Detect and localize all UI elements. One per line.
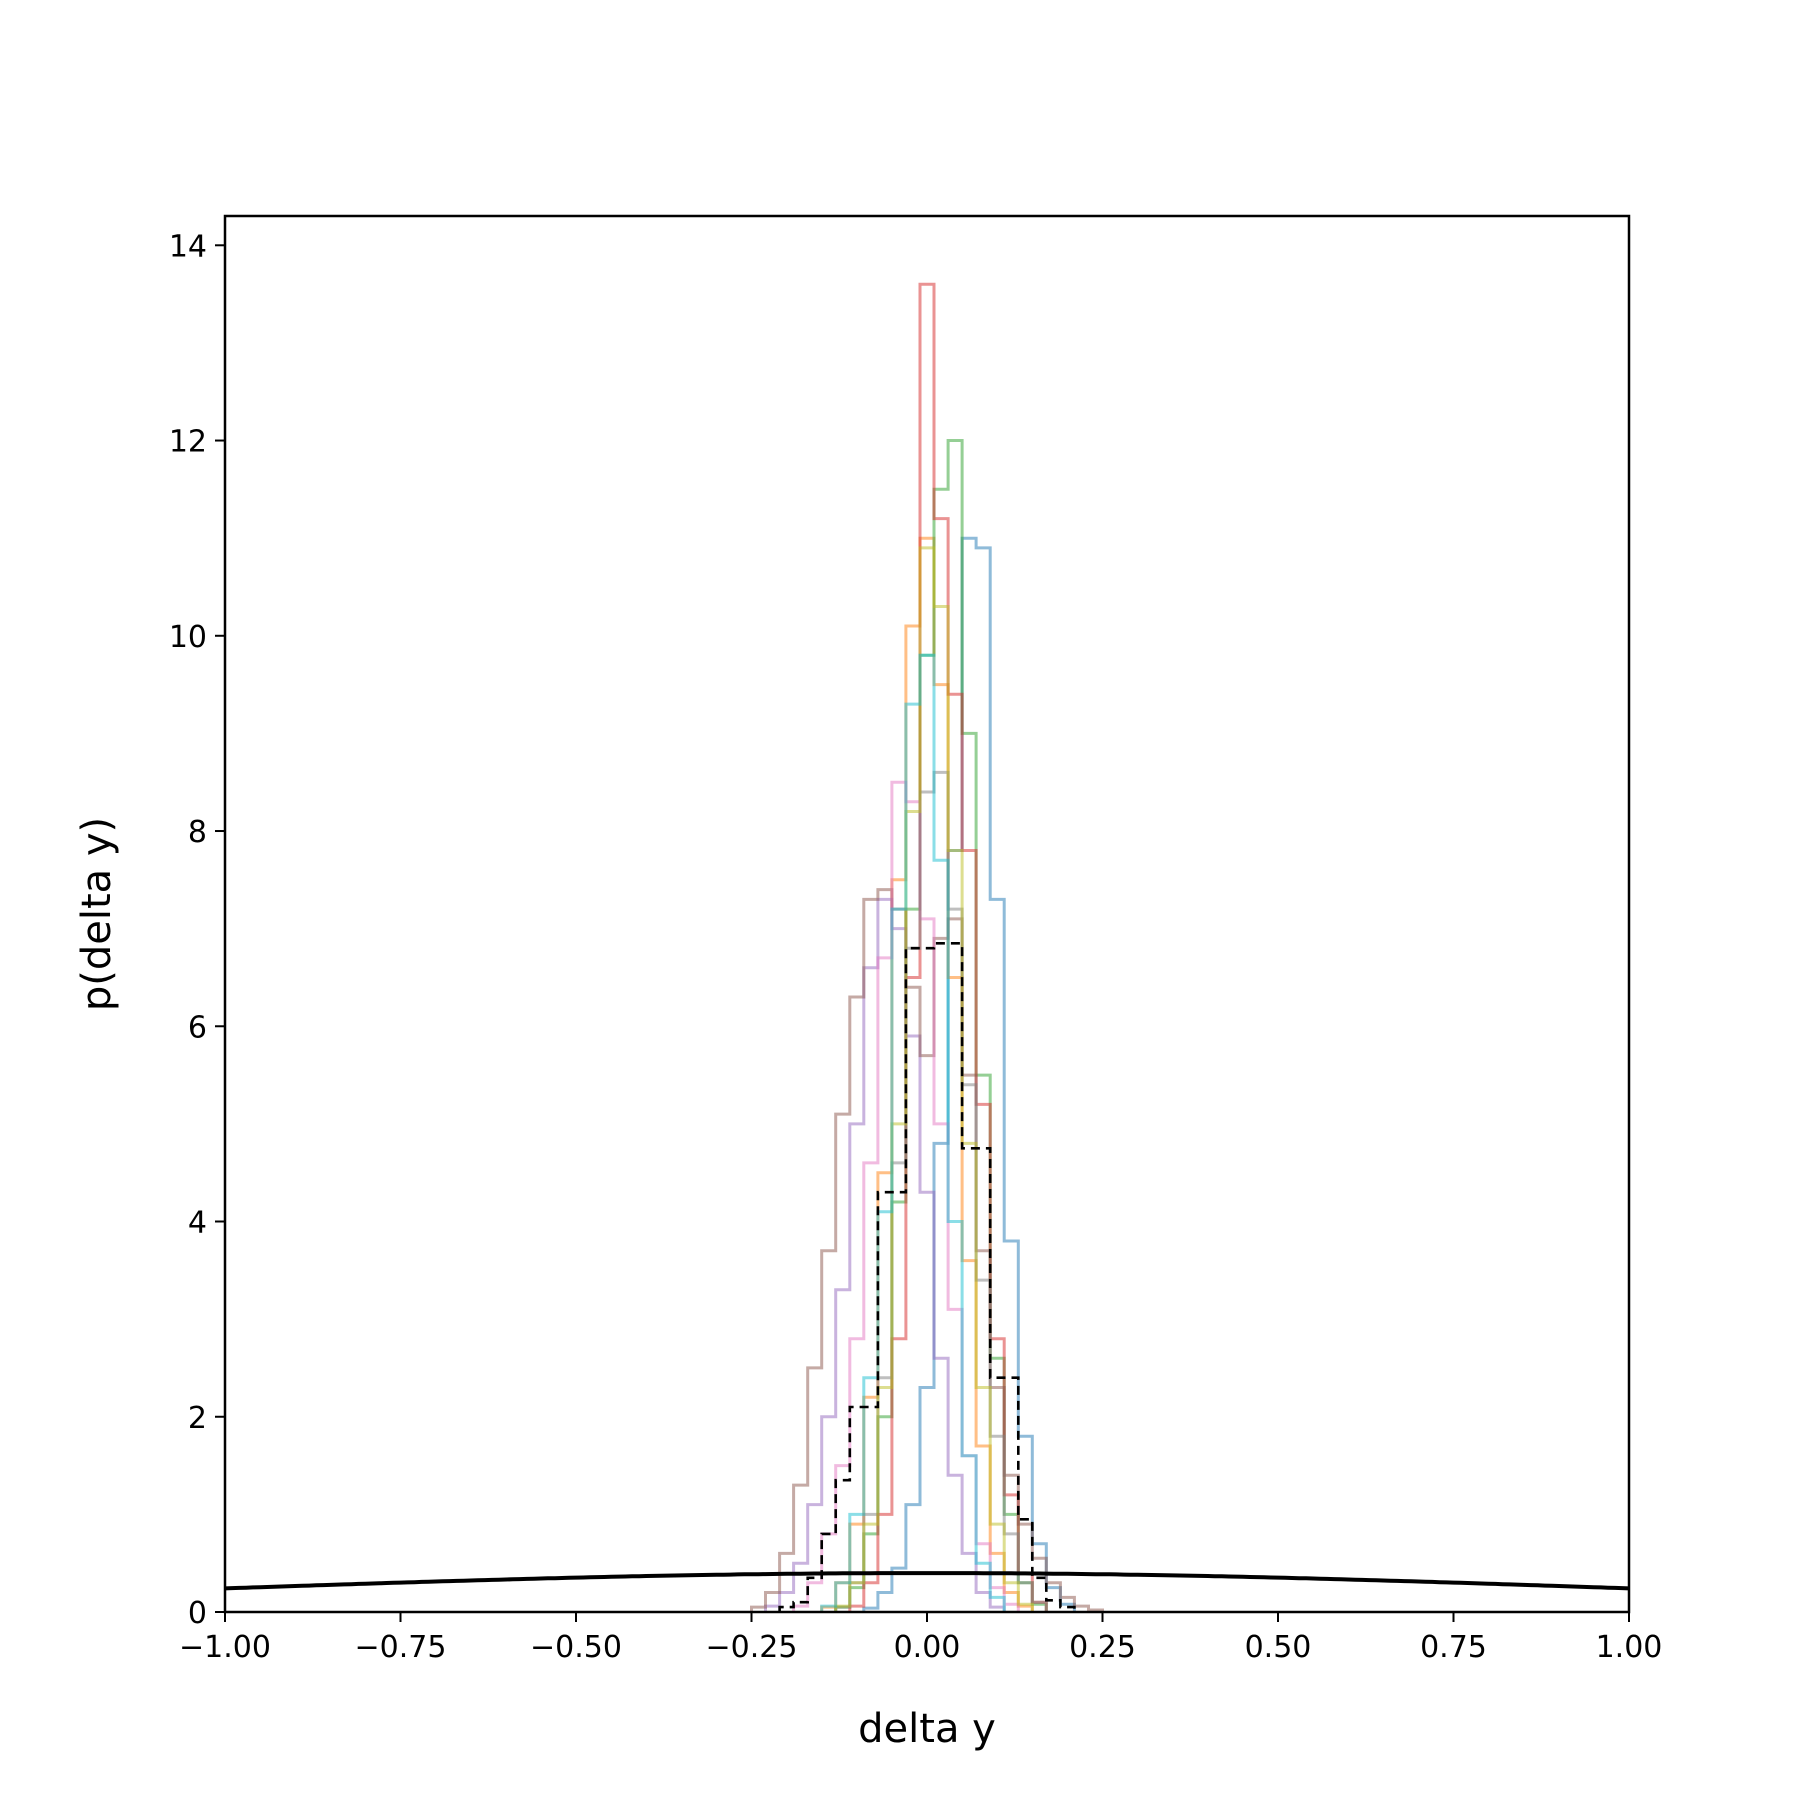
y-tick-label: 2 bbox=[188, 1401, 207, 1436]
histogram-series-5 bbox=[764, 897, 1006, 1612]
y-tick-label: 10 bbox=[169, 620, 207, 655]
histogram-step-line bbox=[764, 897, 1006, 1612]
histogram-series-2 bbox=[820, 536, 1034, 1612]
histogram-step-line bbox=[820, 653, 1006, 1612]
y-tick-label: 6 bbox=[188, 1010, 207, 1045]
histogram-series-1 bbox=[862, 536, 1076, 1612]
histogram-step-line bbox=[862, 536, 1076, 1612]
histogram-step-line bbox=[834, 770, 1048, 1612]
y-axis-label: p(delta y) bbox=[74, 817, 120, 1011]
y-tick-label: 0 bbox=[188, 1596, 207, 1631]
x-tick-label: 0.00 bbox=[894, 1630, 961, 1665]
x-tick-label: 1.00 bbox=[1596, 1630, 1663, 1665]
x-tick-label: 0.75 bbox=[1420, 1630, 1487, 1665]
x-tick-label: −0.50 bbox=[530, 1630, 622, 1665]
aggregate-dashed-histogram bbox=[778, 942, 1076, 1612]
histogram-series-3 bbox=[834, 439, 1048, 1612]
histogram-series-6 bbox=[750, 888, 1104, 1612]
normal-pdf-curve bbox=[225, 1571, 1629, 1591]
x-tick-label: 0.50 bbox=[1245, 1630, 1312, 1665]
y-tick-label: 14 bbox=[169, 229, 207, 264]
x-axis-label: delta y bbox=[858, 1706, 996, 1752]
histogram-series-10 bbox=[820, 653, 1006, 1612]
histogram-series-8 bbox=[834, 770, 1048, 1612]
y-tick-label: 8 bbox=[188, 815, 207, 850]
histogram-step-line bbox=[834, 546, 1034, 1612]
x-axis: −1.00 −0.75 −0.50 −0.25 0.00 0.25 0.50 0.75 1.00 bbox=[179, 1612, 1662, 1665]
y-tick-label: 4 bbox=[188, 1206, 207, 1241]
x-tick-label: −0.25 bbox=[706, 1630, 798, 1665]
y-tick-label: 12 bbox=[169, 425, 207, 460]
histogram-step-line bbox=[820, 536, 1034, 1612]
histogram-step-line bbox=[834, 439, 1048, 1612]
series-layer bbox=[225, 282, 1629, 1612]
y-axis: 0 2 4 6 8 10 12 14 bbox=[169, 229, 225, 1631]
x-tick-label: −1.00 bbox=[179, 1630, 271, 1665]
histogram-step-line bbox=[750, 888, 1104, 1612]
histogram-series-9 bbox=[834, 546, 1034, 1612]
x-tick-label: −0.75 bbox=[355, 1630, 447, 1665]
x-tick-label: 0.25 bbox=[1069, 1630, 1136, 1665]
